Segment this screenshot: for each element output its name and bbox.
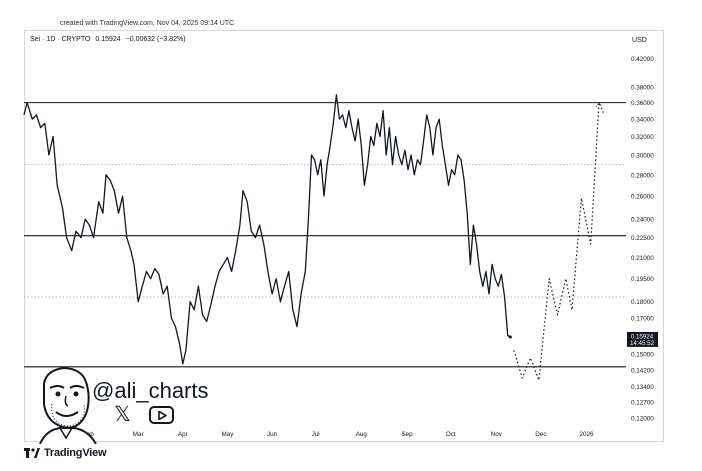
x-tick-label: Oct xyxy=(446,431,456,438)
y-tick-label: 0.36000 xyxy=(631,100,654,107)
x-tick-label: May xyxy=(221,431,234,438)
x-tick-label: Nov xyxy=(491,431,503,438)
price-series xyxy=(23,94,605,381)
x-logo-icon: 𝕏 xyxy=(114,403,131,426)
x-tick-label: Apr xyxy=(178,431,188,438)
symbol-label: Sei · 1D · CRYPTO xyxy=(30,36,91,43)
countdown-label: 14:45:52 xyxy=(630,340,655,347)
price-change: −0.00632 (−3.82%) xyxy=(125,36,186,43)
y-axis-ticks: 0.42000 0.38000 0.36000 0.34000 0.32000 0.300… xyxy=(631,56,654,423)
y-tick-label: 0.34000 xyxy=(631,117,654,124)
x-tick-label: Aug xyxy=(356,431,368,438)
last-price-dot xyxy=(508,335,512,339)
y-tick-label: 0.22500 xyxy=(631,235,654,242)
price-line xyxy=(23,94,511,365)
projection-arrowhead xyxy=(595,101,603,107)
symbol-header: Sei · 1D · CRYPTO 0.15924 −0.00632 (−3.8… xyxy=(30,36,189,43)
created-with-text: created with TradingView.com, Nov 04, 20… xyxy=(60,20,235,27)
y-tick-label: 0.26000 xyxy=(631,194,654,201)
caricature-avatar xyxy=(39,366,97,445)
y-tick-label: 0.38000 xyxy=(631,85,654,92)
y-tick-label: 0.42000 xyxy=(631,56,654,63)
y-tick-label: 0.24000 xyxy=(631,217,654,224)
x-tick-label: Dec xyxy=(535,431,546,438)
tradingview-brand[interactable]: TradingView xyxy=(24,447,107,459)
y-tick-label: 0.13400 xyxy=(631,384,654,391)
horizontal-levels xyxy=(24,102,626,368)
x-tick-label: Sep xyxy=(401,431,413,438)
y-tick-label: 0.17000 xyxy=(631,316,654,323)
x-tick-label: Jun xyxy=(267,431,278,438)
currency-label: USD xyxy=(632,37,647,44)
author-handle: @ali_charts xyxy=(92,378,209,403)
y-tick-label: 0.14200 xyxy=(631,367,654,374)
youtube-icon xyxy=(149,406,174,424)
x-tick-label: 2026 xyxy=(580,431,595,438)
x-tick-label: Jul xyxy=(312,431,320,438)
x-tick-label: Mar xyxy=(133,431,144,438)
tradingview-logo-icon xyxy=(24,448,40,458)
y-tick-label: 0.28000 xyxy=(631,172,654,179)
y-tick-label: 0.32000 xyxy=(631,134,654,141)
y-tick-label: 0.12700 xyxy=(631,399,654,406)
last-price-tag xyxy=(627,331,658,347)
y-tick-label: 0.15000 xyxy=(631,352,654,359)
y-tick-label: 0.21000 xyxy=(631,255,654,262)
brand-text: TradingView xyxy=(44,447,107,459)
last-price-label: 0.15924 xyxy=(631,333,654,340)
y-tick-label: 0.18000 xyxy=(631,299,654,306)
projection-path xyxy=(513,102,605,381)
price-value: 0.15924 xyxy=(95,36,121,43)
y-tick-label: 0.12000 xyxy=(631,416,654,423)
watermark xyxy=(36,364,236,445)
y-tick-label: 0.19500 xyxy=(631,276,654,283)
y-tick-label: 0.30000 xyxy=(631,153,654,160)
